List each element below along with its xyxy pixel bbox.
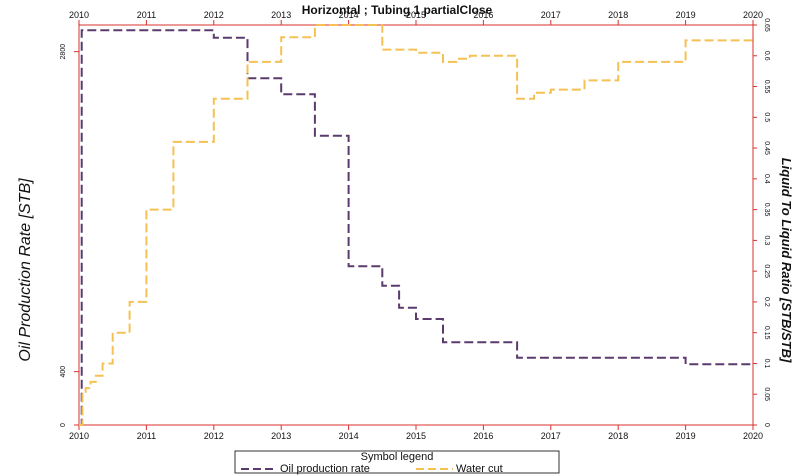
x-top-tick-label: 2020 xyxy=(743,10,763,20)
legend-label-water: Water cut xyxy=(456,463,503,475)
x-axis-bottom: 2010 2011 2012 2013 2014 2015 2016 2017 2018 2019… xyxy=(69,425,763,441)
x-top-tick-label: 2013 xyxy=(271,10,291,20)
y2-tick-label: 0.4 xyxy=(763,174,770,184)
x-tick-label: 2020 xyxy=(743,431,763,441)
y2-tick-label: 0.35 xyxy=(763,203,770,217)
y2-tick-label: 0.45 xyxy=(763,141,770,155)
x-top-tick-label: 2016 xyxy=(473,10,493,20)
series-line-water-cut xyxy=(79,24,753,426)
y-tick-label: 0 xyxy=(60,423,67,427)
y2-tick-label: 0.25 xyxy=(763,264,770,278)
x-tick-label: 2011 xyxy=(137,431,156,441)
y2-tick-label: 0.3 xyxy=(763,236,770,246)
x-top-tick-label: 2011 xyxy=(137,10,156,20)
y-tick-label: 2800 xyxy=(60,44,67,60)
y2-axis-label: Liquid To Liquid Ratio [STB/STB] xyxy=(779,158,794,363)
y2-tick-label: 0.6 xyxy=(763,51,770,61)
x-tick-label: 2016 xyxy=(473,431,493,441)
x-tick-label: 2018 xyxy=(608,431,628,441)
x-top-tick-label: 2017 xyxy=(541,10,561,20)
y-axis-left: 0 400 2800 xyxy=(60,44,79,427)
y2-tick-label: 0.1 xyxy=(763,359,770,369)
series-layer xyxy=(79,24,753,426)
y2-tick-label: 0.2 xyxy=(763,297,770,307)
x-tick-label: 2012 xyxy=(204,431,224,441)
y2-tick-label: 0 xyxy=(763,423,770,427)
x-top-tick-label: 2012 xyxy=(204,10,224,20)
chart-title: Horizontal ; Tubing 1 partialClose xyxy=(302,3,493,17)
legend: Symbol legend Oil production rate Water … xyxy=(234,450,560,475)
x-top-tick-label: 2015 xyxy=(406,10,426,20)
x-tick-label: 2013 xyxy=(271,431,291,441)
x-top-tick-label: 2019 xyxy=(676,10,696,20)
x-top-tick-label: 2014 xyxy=(339,10,359,20)
legend-title: Symbol legend xyxy=(361,451,434,463)
series-line-oil-production-rate xyxy=(79,29,753,426)
x-top-tick-label: 2010 xyxy=(69,10,89,20)
x-tick-label: 2010 xyxy=(69,431,89,441)
y2-tick-label: 0.65 xyxy=(763,18,770,32)
y2-tick-label: 0.5 xyxy=(763,112,770,122)
x-tick-label: 2014 xyxy=(339,431,359,441)
x-tick-label: 2015 xyxy=(406,431,426,441)
y-tick-label: 400 xyxy=(60,366,67,378)
x-axis-top: 2010 2011 2012 2013 2014 2015 2016 2017 2018 2019… xyxy=(69,10,763,25)
y2-tick-label: 0.15 xyxy=(763,326,770,340)
y2-tick-label: 0.05 xyxy=(763,387,770,401)
plot-frame xyxy=(78,24,754,426)
x-tick-label: 2019 xyxy=(676,431,696,441)
x-top-tick-label: 2018 xyxy=(608,10,628,20)
legend-label-oil: Oil production rate xyxy=(280,463,370,475)
y-axis-right: 0 0.05 0.1 0.15 0.2 0.25 0.3 0.35 0.4 0.45 0.5 0.55… xyxy=(753,18,770,427)
y-axis-label: Oil Production Rate [STB] xyxy=(17,178,34,362)
legend-box xyxy=(234,450,560,474)
x-tick-label: 2017 xyxy=(541,431,561,441)
y2-tick-label: 0.55 xyxy=(763,80,770,94)
